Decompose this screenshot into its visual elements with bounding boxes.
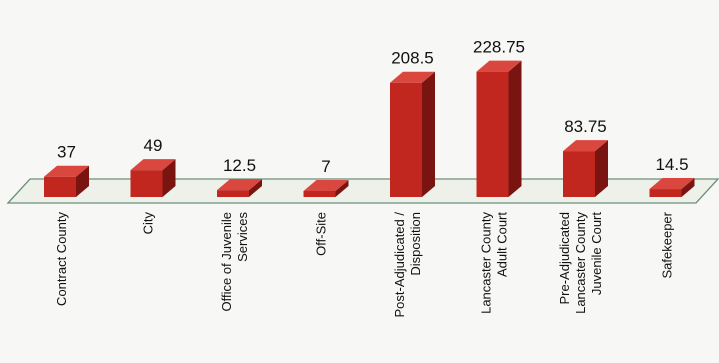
category-label-line: Contract County [54, 212, 69, 306]
category-label: Office of Juvenile Services [219, 212, 250, 312]
bar-front [390, 82, 422, 197]
bar-value-label: 228.75 [473, 38, 525, 57]
bar-value-label: 12.5 [223, 156, 256, 175]
bar-side [595, 140, 608, 197]
bar-front [649, 189, 682, 197]
bar-value-label: 208.5 [391, 49, 434, 68]
bar-front [476, 71, 509, 197]
bar-value-label: 7 [321, 157, 330, 176]
category-label: Contract County [54, 212, 69, 306]
bar [390, 71, 435, 197]
category-label-line: Disposition [408, 212, 423, 276]
category-label: Lancaster County Adult Court [479, 212, 510, 314]
bar-top [303, 180, 349, 191]
category-label: Safekeeper [660, 211, 675, 278]
bar [303, 180, 349, 197]
bar-front [44, 176, 76, 197]
bar-front [130, 170, 163, 197]
bar-value-label: 14.5 [655, 155, 688, 174]
bar-value-label: 37 [57, 143, 76, 162]
bar-value-label: 83.75 [564, 117, 607, 136]
chart-floor [6, 178, 719, 204]
bar-value-label: 49 [144, 136, 163, 155]
bar-top [390, 71, 435, 83]
category-label-line: City [141, 212, 156, 235]
bar [217, 179, 262, 197]
bar-top [649, 178, 695, 190]
category-label-line: Juvenile Court [589, 212, 604, 295]
bar-side [76, 165, 89, 197]
category-label-line: Office of Juvenile [219, 212, 234, 311]
bar [649, 178, 695, 197]
category-label: Pre-Adjudicated Lancaster County Juvenile … [557, 212, 604, 314]
category-label: City [141, 212, 156, 235]
bar-top [563, 140, 608, 152]
category-label-line: Lancaster County [573, 212, 588, 314]
bar-side [508, 60, 522, 197]
category-label-line: Adult Court [495, 212, 510, 277]
category-label-line: Safekeeper [660, 211, 675, 278]
category-label-line: Post-Adjudicated / [392, 212, 407, 318]
category-label-line: Off-Site [314, 212, 329, 256]
bar-top [44, 165, 89, 177]
bar-side [681, 178, 695, 197]
bar-top [217, 179, 262, 191]
bar-front [303, 191, 336, 197]
bar-front [563, 151, 595, 197]
bar-side [249, 179, 262, 197]
bar-top [476, 60, 522, 72]
category-label: Post-Adjudicated / Disposition [392, 212, 423, 318]
category-label: Off-Site [314, 212, 329, 256]
bar-side [335, 180, 349, 197]
bar [563, 140, 608, 197]
bar [476, 60, 522, 197]
bar-side [162, 159, 176, 197]
bar-side [422, 71, 435, 197]
bar [44, 165, 89, 197]
bar [130, 159, 176, 197]
category-label-line: Pre-Adjudicated [557, 212, 572, 305]
bar-front [217, 190, 249, 197]
category-label-line: Services [235, 212, 250, 262]
bar-top [130, 159, 176, 171]
category-label-line: Lancaster County [479, 212, 494, 314]
